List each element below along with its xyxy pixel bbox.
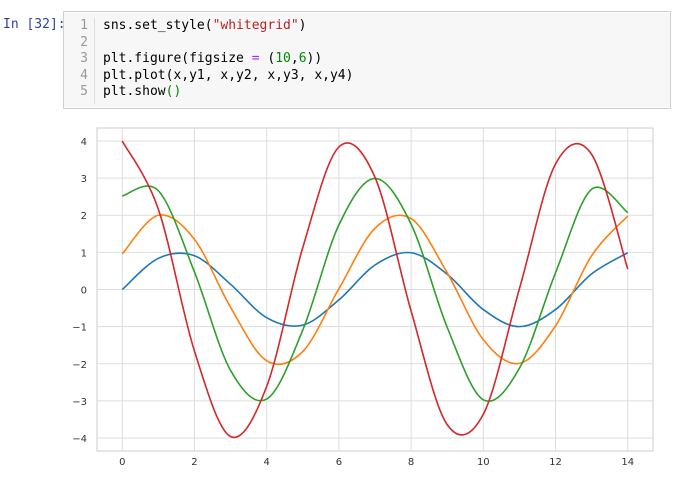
x-tick-label: 0 bbox=[119, 457, 125, 465]
code-line: plt.show() bbox=[103, 84, 353, 101]
code-token: )) bbox=[306, 51, 323, 66]
code-token: plt.figure(figsize bbox=[103, 51, 252, 66]
output-area: 4 3 2 1 0 −1 −2 −3 −4 0 2 4 6 8 10 12 14 bbox=[60, 120, 660, 469]
code-token: ( bbox=[259, 51, 276, 66]
code-token: 6 bbox=[298, 51, 307, 66]
code-token: plt.show bbox=[103, 84, 166, 99]
cell-prompt: In [32]: bbox=[3, 17, 66, 32]
series-line-4 bbox=[121, 140, 629, 439]
y-tick-label: −3 bbox=[72, 397, 87, 408]
code-line: plt.figure(figsize = (10,6)) bbox=[103, 51, 353, 68]
x-tick-label: 2 bbox=[191, 457, 197, 465]
x-tick-label: 12 bbox=[549, 457, 562, 465]
code-editor[interactable]: sns.set_style("whitegrid") plt.figure(fig… bbox=[103, 18, 353, 101]
x-tick-label: 4 bbox=[264, 457, 270, 465]
x-tick-label: 8 bbox=[408, 457, 414, 465]
line-number: 5 bbox=[80, 84, 88, 99]
y-tick-label: −4 bbox=[72, 434, 87, 445]
code-token: "whitegrid" bbox=[212, 18, 299, 33]
code-line: sns.set_style("whitegrid") bbox=[103, 18, 353, 35]
x-tick-labels: 0 2 4 6 8 10 12 14 bbox=[119, 457, 634, 468]
code-token: ) bbox=[298, 18, 307, 33]
code-token: = bbox=[251, 51, 260, 66]
y-tick-label: 0 bbox=[81, 286, 87, 297]
y-tick-label: −1 bbox=[72, 323, 87, 334]
line-number: 1 bbox=[80, 18, 88, 33]
code-token: sns.set_style( bbox=[103, 18, 213, 33]
code-token: 10 bbox=[275, 51, 291, 66]
y-tick-label: 4 bbox=[81, 137, 87, 148]
code-token: () bbox=[165, 84, 182, 99]
line-number: 2 bbox=[80, 34, 88, 50]
x-tick-label: 6 bbox=[336, 457, 342, 465]
line-number: 4 bbox=[80, 67, 88, 83]
x-tick-label: 14 bbox=[621, 457, 634, 465]
code-line: plt.plot(x,y1, x,y2, x,y3, x,y4) bbox=[103, 68, 353, 85]
x-tick-label: 10 bbox=[477, 457, 490, 465]
y-tick-label: 2 bbox=[81, 211, 87, 222]
code-token: , bbox=[290, 51, 299, 66]
y-tick-label: 1 bbox=[81, 248, 87, 259]
series-lines bbox=[121, 140, 629, 439]
code-line bbox=[103, 35, 353, 52]
series-line-2 bbox=[121, 214, 629, 366]
line-number: 3 bbox=[80, 51, 88, 66]
y-tick-label: 3 bbox=[81, 174, 87, 185]
code-token: plt.plot(x,y1, x,y2, x,y3, x,y4) bbox=[103, 67, 354, 83]
y-tick-label: −2 bbox=[72, 360, 87, 371]
y-tick-labels: 4 3 2 1 0 −1 −2 −3 −4 bbox=[72, 137, 87, 445]
series-line-1 bbox=[121, 251, 629, 328]
